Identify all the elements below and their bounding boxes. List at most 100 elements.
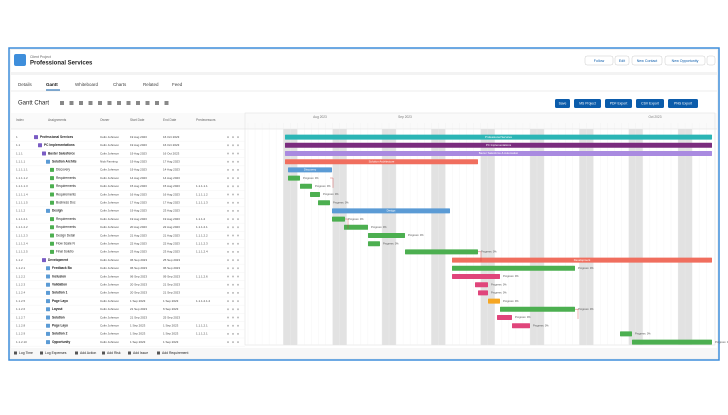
row-action[interactable] [232,242,234,245]
row-action[interactable] [237,250,239,253]
row-name[interactable]: Solution Archite [52,160,77,164]
row-action[interactable] [232,291,234,294]
gantt-bar[interactable] [285,142,712,148]
row-name[interactable]: Professional Services [40,135,73,139]
header-button[interactable] [664,55,706,66]
row-action[interactable] [232,300,234,303]
row-action[interactable] [237,300,239,303]
row-action[interactable] [227,136,229,139]
gantt-bar[interactable] [497,315,512,320]
row-action[interactable] [237,308,239,311]
row-action[interactable] [237,193,239,196]
export-button-label[interactable]: PDF Export [610,102,628,106]
gantt-bar[interactable] [285,134,712,140]
row-name[interactable]: Validation [52,283,67,287]
row-name[interactable]: Requirements [56,176,76,180]
toolbar-icon[interactable] [164,101,169,105]
row-action[interactable] [227,316,229,319]
row-action[interactable] [227,152,229,155]
row-action[interactable] [237,226,239,229]
export-button[interactable] [605,99,632,108]
tab[interactable]: Details [18,82,33,87]
row-name[interactable]: Requirements [56,217,76,221]
row-action[interactable] [232,144,234,147]
row-action[interactable] [237,234,239,237]
row-action[interactable] [232,259,234,262]
footer-action[interactable]: Add Risk [107,351,121,355]
row-name[interactable]: PC Implementations [44,143,75,147]
row-action[interactable] [232,218,234,221]
row-action[interactable] [237,185,239,188]
row-action[interactable] [232,136,234,139]
row-action[interactable] [227,308,229,311]
footer-action[interactable]: Log Expenses [45,351,67,355]
row-name[interactable]: Opportunity [52,340,70,344]
row-action[interactable] [227,218,229,221]
row-action[interactable] [232,168,234,171]
row-action[interactable] [227,185,229,188]
row-action[interactable] [227,259,229,262]
row-action[interactable] [227,234,229,237]
row-action[interactable] [237,259,239,262]
row-action[interactable] [237,218,239,221]
gantt-bar[interactable] [452,257,712,263]
gantt-bar[interactable] [318,200,330,206]
row-action[interactable] [232,226,234,229]
row-action[interactable] [227,242,229,245]
header-button-label[interactable]: Follow [594,59,605,63]
row-action[interactable] [237,177,239,180]
export-button[interactable] [636,99,664,108]
row-action[interactable] [227,291,229,294]
row-action[interactable] [227,324,229,327]
gantt-bar[interactable] [288,167,332,173]
row-action[interactable] [227,177,229,180]
export-button-label[interactable]: Save [559,102,567,106]
row-action[interactable] [237,316,239,319]
row-action[interactable] [227,283,229,286]
row-action[interactable] [227,267,229,270]
row-action[interactable] [237,160,239,163]
row-name[interactable]: Solution 2 [52,332,68,336]
row-action[interactable] [237,283,239,286]
row-action[interactable] [237,275,239,278]
tab[interactable]: Feed [172,82,183,87]
row-action[interactable] [232,201,234,204]
row-action[interactable] [232,185,234,188]
export-button[interactable] [555,99,570,108]
export-button-label[interactable]: MS Project [579,102,596,106]
export-button-label[interactable]: CSV Export [641,102,659,106]
row-action[interactable] [232,160,234,163]
row-name[interactable]: Solution 1 [52,291,68,295]
row-action[interactable] [237,267,239,270]
tab[interactable]: Related [143,82,159,87]
row-action[interactable] [232,152,234,155]
row-action[interactable] [227,201,229,204]
toolbar-icon[interactable] [107,101,112,105]
row-action[interactable] [237,341,239,344]
export-button[interactable] [574,99,601,108]
row-action[interactable] [237,152,239,155]
gantt-bar[interactable] [488,298,500,304]
toolbar-icon[interactable] [79,101,83,105]
row-name[interactable]: Discovery [56,168,70,172]
footer-action[interactable]: Add Requirement [162,351,188,355]
footer-action[interactable]: Log Time [19,351,33,355]
gantt-bar[interactable] [310,192,320,197]
row-name[interactable]: Requirements [56,192,76,196]
gantt-bar[interactable] [620,331,632,337]
row-action[interactable] [237,332,239,335]
row-action[interactable] [237,291,239,294]
row-name[interactable]: Flow Scale N [56,242,75,246]
gantt-bar[interactable] [500,306,575,312]
row-action[interactable] [237,209,239,212]
row-action[interactable] [227,226,229,229]
row-name[interactable]: Baxter Salesforce [48,151,75,155]
row-name[interactable]: Design [52,209,63,213]
gantt-bar[interactable] [332,216,345,222]
header-button[interactable] [584,55,614,66]
row-action[interactable] [232,177,234,180]
row-action[interactable] [237,324,239,327]
gantt-bar[interactable] [368,233,405,238]
row-name[interactable]: Page Layo [52,299,68,303]
gantt-bar[interactable] [512,323,530,329]
